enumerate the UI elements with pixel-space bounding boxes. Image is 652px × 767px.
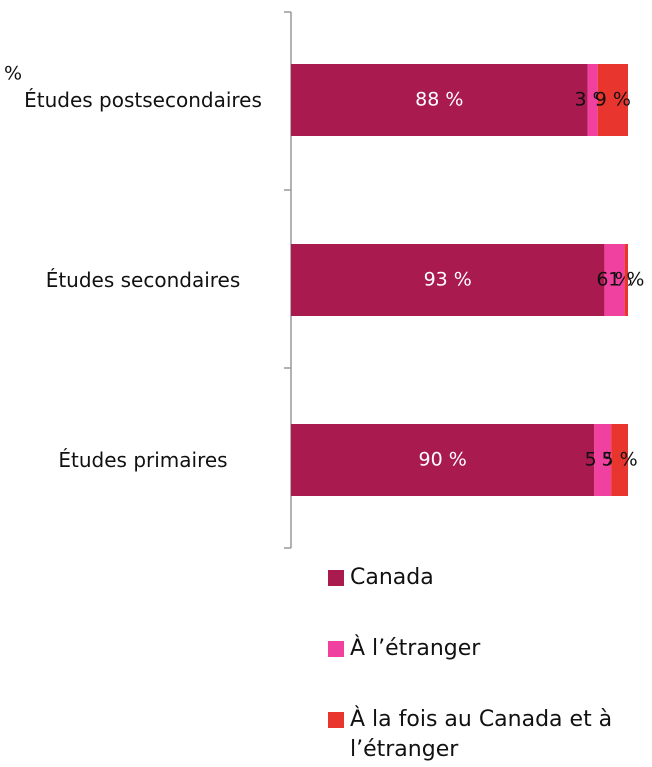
data-label: 6 % [596,269,632,291]
legend-swatch [328,570,344,586]
data-label: 1 % [608,269,644,291]
bar-segment [291,424,595,496]
bar-segment [291,64,588,136]
data-label: 5 % [601,449,637,471]
bar-segment [597,64,628,136]
bar-segment [291,244,605,316]
bar-segment [611,424,628,496]
bar-segment [587,64,598,136]
category-label: Études primaires [58,448,228,472]
legend-label: À la fois au Canada et à l’étranger [350,707,613,762]
data-label: 88 % [415,89,463,111]
legend-label: Canada [350,565,434,590]
bar-segment [604,244,625,316]
data-label: 9 % [595,89,631,111]
category-label: Études postsecondaires [24,88,262,112]
legend-swatch [328,641,344,657]
data-label: 93 % [424,269,472,291]
annotation: % [4,63,22,85]
bar-segment [624,244,628,316]
legend-swatch [328,712,344,728]
data-label: 90 % [419,449,467,471]
category-label: Études secondaires [45,268,241,292]
legend-label: À l’étranger [350,636,481,661]
bar-segment [594,424,612,496]
